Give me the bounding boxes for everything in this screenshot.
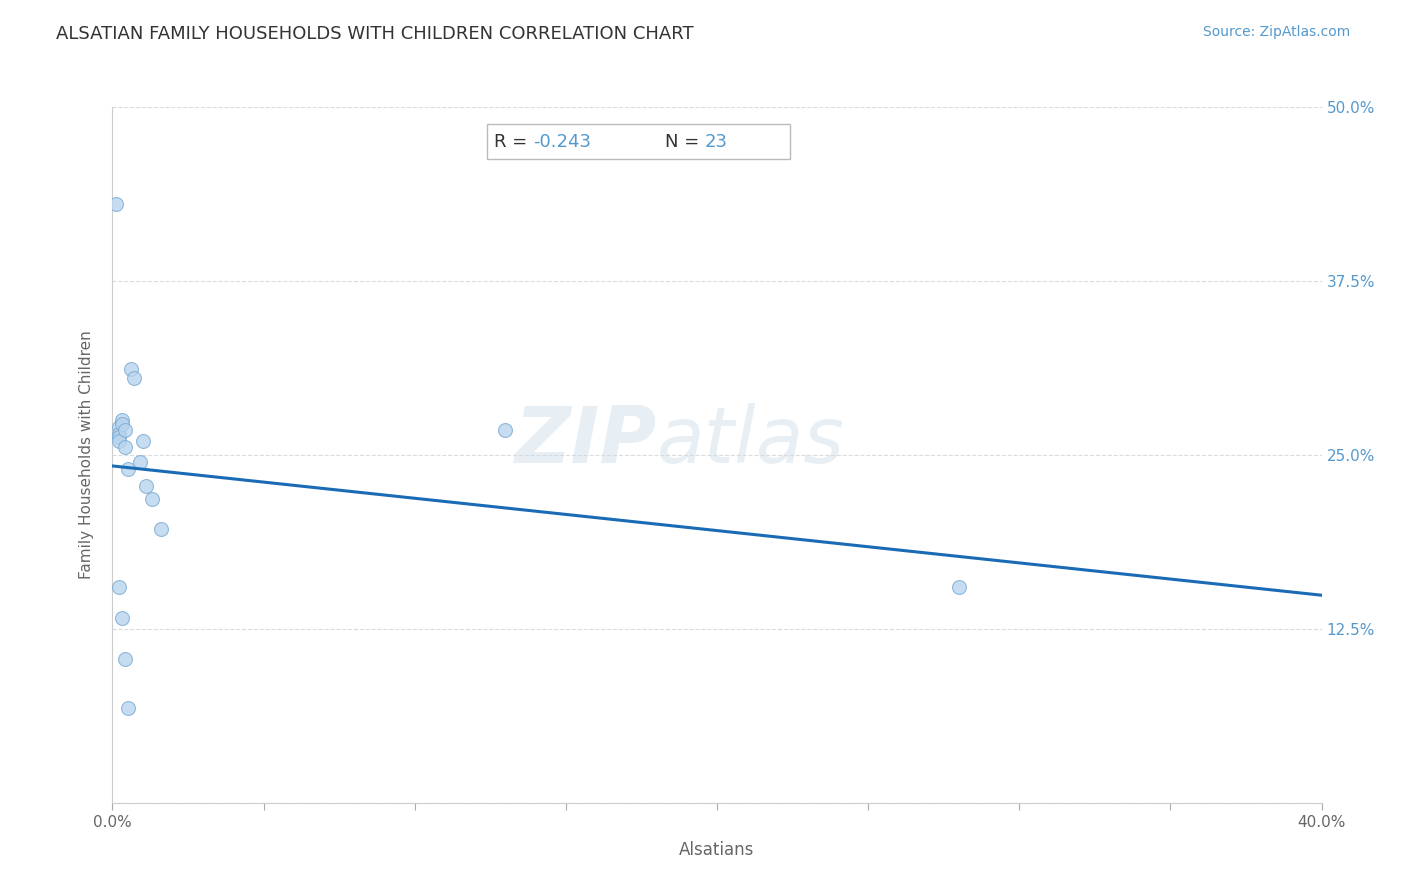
Point bbox=[117, 701, 139, 715]
X-axis label: Alsatians: Alsatians bbox=[679, 841, 755, 859]
Point bbox=[110, 417, 132, 432]
Text: N =: N = bbox=[665, 133, 704, 151]
Text: atlas: atlas bbox=[657, 403, 845, 479]
Point bbox=[107, 580, 129, 594]
Point bbox=[107, 430, 129, 444]
Point bbox=[110, 611, 132, 625]
Text: -0.243: -0.243 bbox=[533, 133, 592, 151]
Text: ZIP: ZIP bbox=[515, 403, 657, 479]
Point bbox=[149, 522, 172, 536]
Point bbox=[114, 423, 136, 437]
Point bbox=[110, 413, 132, 427]
Point bbox=[135, 478, 157, 492]
Point bbox=[107, 427, 129, 442]
Point bbox=[948, 580, 970, 594]
Point bbox=[128, 455, 150, 469]
Text: 23: 23 bbox=[704, 133, 728, 151]
Point bbox=[141, 492, 163, 507]
Point bbox=[120, 361, 142, 376]
Text: R =: R = bbox=[495, 133, 533, 151]
Point bbox=[107, 420, 129, 434]
Point bbox=[117, 462, 139, 476]
Y-axis label: Family Households with Children: Family Households with Children bbox=[79, 331, 94, 579]
Point bbox=[495, 423, 517, 437]
Point bbox=[122, 371, 145, 385]
Point bbox=[107, 434, 129, 448]
Point bbox=[114, 652, 136, 666]
Point bbox=[132, 434, 155, 448]
Point bbox=[114, 440, 136, 454]
Point bbox=[104, 197, 127, 211]
Text: Source: ZipAtlas.com: Source: ZipAtlas.com bbox=[1202, 25, 1350, 39]
Text: ALSATIAN FAMILY HOUSEHOLDS WITH CHILDREN CORRELATION CHART: ALSATIAN FAMILY HOUSEHOLDS WITH CHILDREN… bbox=[56, 25, 695, 43]
FancyBboxPatch shape bbox=[488, 124, 790, 159]
